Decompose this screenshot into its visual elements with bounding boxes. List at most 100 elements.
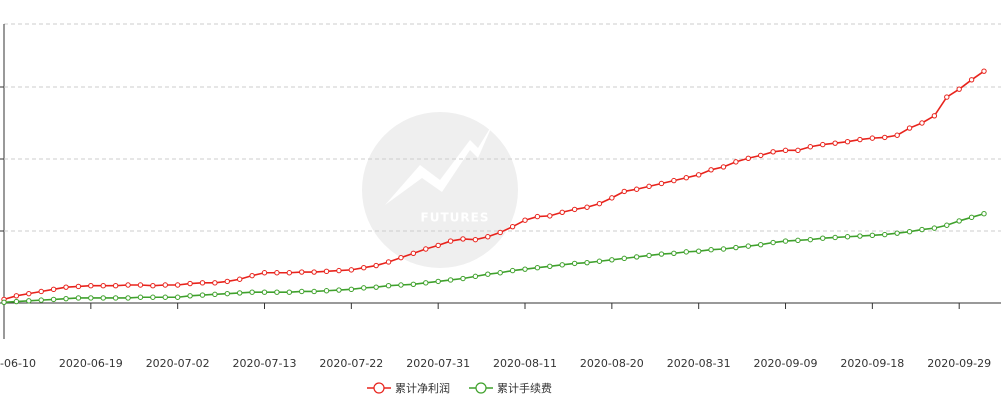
- point: [385, 283, 392, 289]
- point: [559, 209, 565, 215]
- point: [236, 276, 243, 282]
- point: [733, 159, 739, 165]
- point: [88, 283, 94, 289]
- point: [187, 293, 193, 299]
- point: [485, 234, 491, 240]
- point: [745, 155, 752, 161]
- point: [199, 280, 206, 286]
- point: [75, 295, 82, 301]
- point: [50, 296, 57, 303]
- point: [212, 280, 218, 286]
- point: [981, 68, 987, 74]
- point: [323, 288, 330, 294]
- point: [63, 295, 69, 302]
- point: [795, 237, 801, 244]
- point: [125, 295, 131, 301]
- point: [26, 290, 32, 297]
- point: [460, 236, 466, 242]
- legend-label: 累计手续费: [497, 381, 552, 395]
- point: [348, 286, 355, 293]
- point: [708, 167, 714, 173]
- point: [956, 218, 962, 224]
- point: [423, 246, 429, 252]
- point: [398, 282, 404, 288]
- point: [435, 278, 441, 285]
- point: [447, 238, 454, 244]
- point: [187, 280, 193, 287]
- point: [373, 262, 379, 269]
- point: [460, 275, 466, 282]
- point: [609, 195, 615, 201]
- point: [199, 292, 206, 298]
- point: [547, 213, 553, 219]
- point: [236, 290, 243, 296]
- point: [894, 230, 900, 236]
- point: [894, 132, 900, 138]
- point: [137, 294, 144, 300]
- point: [311, 269, 317, 275]
- point: [559, 262, 565, 268]
- point: [224, 290, 230, 297]
- point: [385, 259, 392, 265]
- point: [646, 183, 652, 190]
- point: [299, 269, 305, 275]
- point: [249, 272, 255, 279]
- point: [807, 144, 814, 150]
- watermark: FUTURES: [362, 112, 518, 268]
- point: [782, 238, 789, 244]
- point: [931, 113, 938, 119]
- point: [968, 214, 975, 221]
- x-tick-label: 2020-09-09: [754, 357, 818, 370]
- point: [410, 250, 417, 257]
- point: [261, 270, 268, 276]
- point: [956, 86, 962, 92]
- point: [336, 287, 342, 293]
- point: [75, 283, 82, 290]
- point: [13, 293, 20, 299]
- point: [795, 147, 801, 154]
- point: [13, 298, 20, 305]
- point: [547, 263, 553, 269]
- watermark-arrow: [385, 112, 500, 205]
- point: [534, 265, 541, 271]
- point: [125, 282, 131, 288]
- x-tick-label: 2020-08-11: [493, 357, 557, 370]
- point: [633, 254, 640, 260]
- point: [758, 241, 764, 248]
- x-tick-label: 2020-09-18: [840, 357, 904, 370]
- point: [348, 267, 355, 273]
- point: [162, 282, 168, 288]
- point: [571, 206, 578, 213]
- point: [323, 268, 330, 275]
- point: [249, 289, 255, 295]
- point: [621, 255, 627, 262]
- point: [174, 294, 181, 300]
- point: [857, 136, 863, 143]
- point: [658, 180, 665, 187]
- point: [584, 259, 590, 266]
- point: [26, 298, 32, 304]
- watermark-text: FUTURES: [421, 211, 490, 225]
- legend-marker: [475, 382, 487, 394]
- point: [522, 266, 528, 272]
- legend-marker: [373, 382, 385, 394]
- point: [50, 286, 57, 293]
- point: [361, 285, 367, 291]
- point: [63, 284, 69, 290]
- point: [671, 250, 677, 257]
- point: [882, 231, 888, 238]
- point: [1, 299, 7, 305]
- point: [497, 229, 503, 236]
- point: [38, 297, 44, 303]
- point: [944, 94, 950, 100]
- point: [609, 257, 615, 263]
- point: [658, 251, 665, 257]
- point: [88, 295, 94, 301]
- legend-label: 累计净利润: [395, 381, 450, 395]
- x-tick-label: 2020-09-29: [927, 357, 991, 370]
- point: [782, 147, 789, 154]
- point: [745, 243, 752, 249]
- point: [720, 246, 727, 252]
- point: [137, 282, 144, 288]
